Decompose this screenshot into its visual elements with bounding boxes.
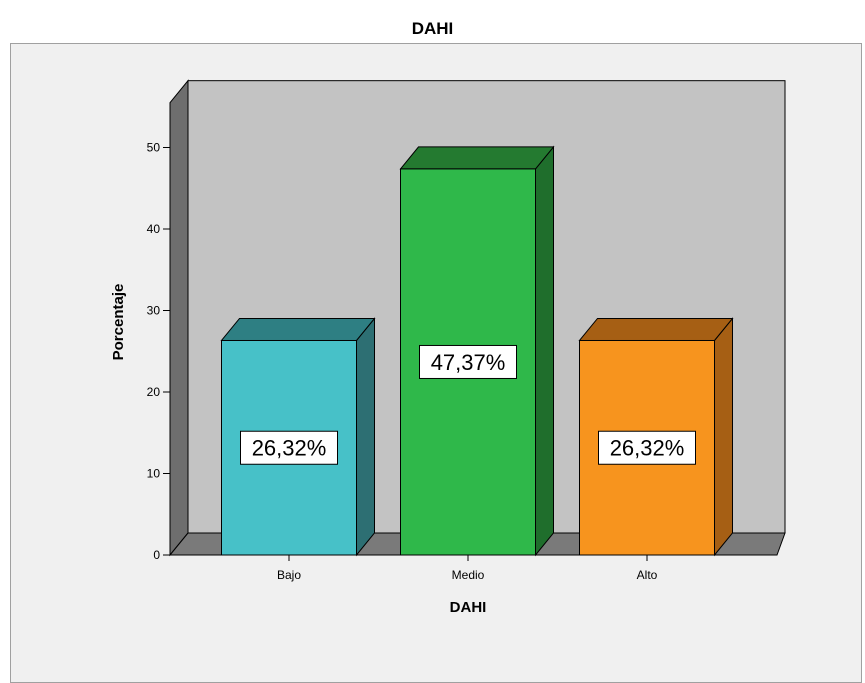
x-tick-label: Bajo [277, 568, 301, 582]
y-axis: 0 10 20 30 40 50 [147, 141, 170, 562]
y-tick-label: 20 [147, 385, 161, 399]
data-label: 26,32% [252, 436, 327, 461]
data-label: 26,32% [610, 436, 685, 461]
bar-top [220, 317, 376, 341]
bar-side [356, 317, 375, 557]
x-axis: Bajo Medio Alto [169, 102, 777, 582]
x-axis-label: DAHI [450, 599, 487, 616]
y-tick-label: 50 [147, 141, 161, 155]
x-tick-label: Medio [452, 568, 485, 582]
y-axis-label: Porcentaje [110, 284, 127, 361]
chart-title: DAHI [411, 19, 454, 38]
y-tick-label: 40 [147, 222, 161, 236]
bar-alto: 26,32% [578, 317, 734, 557]
bar-top [578, 317, 734, 341]
y-tick-label: 0 [153, 548, 160, 562]
bar-chart: 0 10 20 30 40 50 26,32% 47,37% 26,32% Bajo Medio… [110, 79, 786, 616]
bar-side [535, 145, 554, 557]
bar-medio: 47,37% [399, 145, 555, 557]
bar-bajo: 26,32% [220, 317, 376, 557]
side-wall [169, 79, 189, 557]
data-label: 47,37% [431, 350, 506, 375]
y-tick-label: 30 [147, 304, 161, 318]
y-tick-label: 10 [147, 467, 161, 481]
data-label-box [598, 430, 696, 465]
bar-top [399, 146, 555, 170]
data-label-box [419, 344, 517, 379]
bar-side [714, 317, 733, 557]
bars: 26,32% 47,37% 26,32% [220, 145, 734, 557]
data-label-box [240, 430, 338, 465]
x-tick-label: Alto [637, 568, 658, 582]
